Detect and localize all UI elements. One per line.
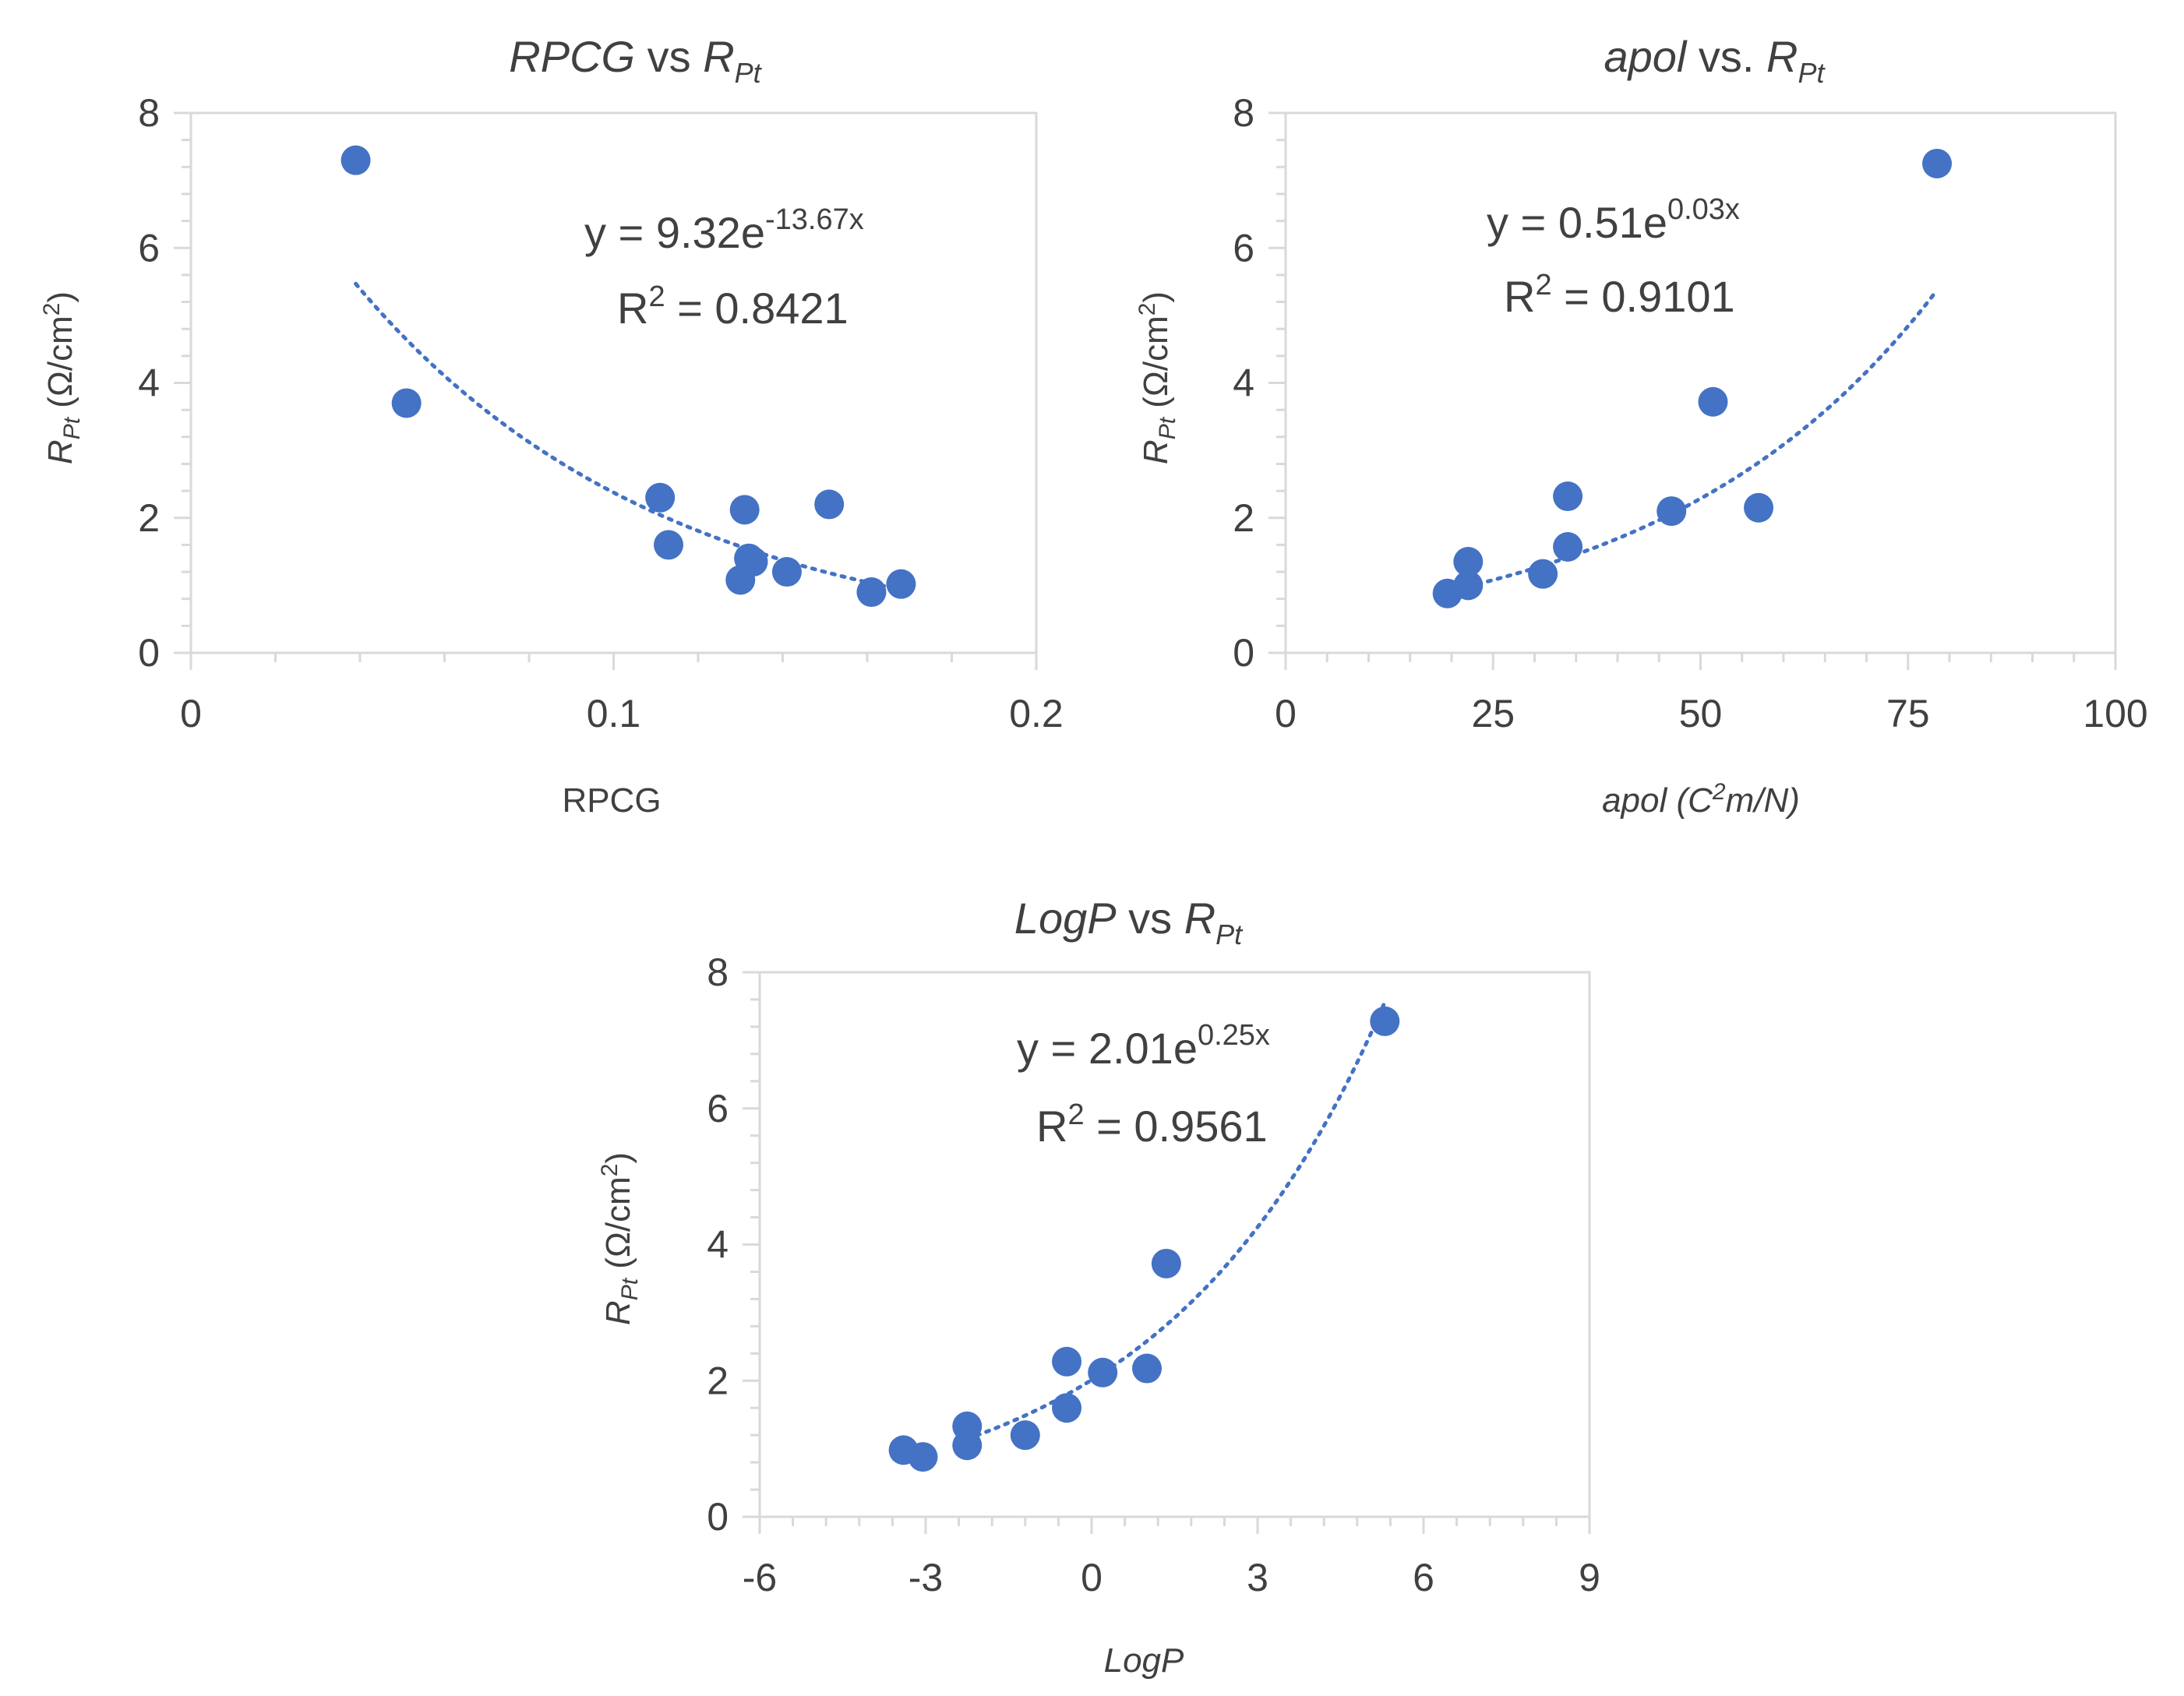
chart-apol-x-tick-label: 25 [1471, 692, 1515, 735]
chart-logp-x-tick-label: 6 [1413, 1556, 1434, 1599]
chart-logp-trendline [965, 1000, 1387, 1441]
chart-apol-y-tick-label: 2 [1233, 496, 1254, 540]
chart-logp-y-label: RPt (Ω/cm2) [597, 1152, 643, 1325]
chart-apol-data-point [1453, 570, 1484, 601]
chart-rpcg-data-point [738, 547, 768, 577]
chart-apol-y-tick-label: 8 [1233, 91, 1254, 135]
chart-logp-data-point [1370, 1006, 1400, 1036]
chart-apol-x-tick-label: 50 [1679, 692, 1723, 735]
chart-apol-data-point [1698, 386, 1728, 417]
chart-apol-y-tick-label: 6 [1233, 226, 1254, 270]
chart-apol-equation: y = 0.51e0.03x [1487, 193, 1740, 247]
chart-apol-data-point [1744, 492, 1774, 523]
chart-rpcg-r-squared: R2 = 0.8421 [617, 280, 849, 333]
chart-rpcg-y-tick-label: 0 [138, 631, 160, 675]
chart-logp-x-tick-label: -3 [909, 1556, 943, 1599]
chart-logp-r-squared: R2 = 0.9561 [1036, 1098, 1268, 1151]
chart-logp-y-tick-label: 2 [707, 1359, 729, 1402]
chart-logp-data-point [1010, 1420, 1040, 1451]
chart-logp-y-tick-label: 8 [707, 950, 729, 994]
chart-logp-data-point [1151, 1248, 1181, 1278]
chart-rpcg-equation: y = 9.32e-13.67x [584, 203, 864, 257]
chart-logp-data-point [1052, 1393, 1082, 1423]
chart-apol-x-label: apol (C2m/N) [1602, 779, 1800, 820]
chart-apol-data-point [1553, 531, 1583, 562]
chart-rpcg-data-point [729, 495, 760, 525]
chart-logp-x-label: LogP [1104, 1641, 1184, 1680]
chart-rpcg-x-label: RPCG [562, 781, 661, 820]
chart-rpcg-data-point [340, 145, 371, 175]
chart-rpcg-x-tick-label: 0.1 [587, 692, 641, 735]
chart-logp-data-point [952, 1430, 983, 1461]
chart-logp: LogP vs RPt 0 2 4 6 8 -6 -3 0 3 6 9 y = 2.01e0.25x… [597, 894, 1600, 1680]
chart-apol-y-label: RPt (Ω/cm2) [1134, 291, 1180, 464]
chart-rpcg-y-tick-label: 2 [138, 496, 160, 540]
chart-rpcg-title: RPCG vs RPt [509, 32, 762, 89]
chart-apol-trendline [1466, 287, 1939, 588]
chart-logp-data-point [1132, 1353, 1162, 1384]
chart-rpcg-x-tick-label: 0 [180, 692, 202, 735]
chart-apol: apol vs. RPt 0 2 4 6 8 0 25 50 75 100 y = 0.51e0.… [1134, 32, 2148, 820]
chart-rpcg-data-point [771, 557, 802, 587]
chart-rpcg-y-label: RPt (Ω/cm2) [39, 291, 85, 464]
chart-logp-y-tick-label: 0 [707, 1495, 729, 1539]
chart-logp-y-tick-label: 4 [707, 1223, 729, 1267]
chart-apol-title: apol vs. RPt [1604, 32, 1826, 89]
chart-logp-equation: y = 2.01e0.25x [1017, 1019, 1270, 1073]
chart-rpcg: RPCG vs RPt 0 2 4 6 8 0 0.1 0.2 y = 9.32e-13.67… [39, 32, 1064, 820]
chart-rpcg-data-point [814, 489, 845, 520]
chart-rpcg-x-tick-label: 0.2 [1009, 692, 1064, 735]
chart-apol-data-point [1922, 148, 1953, 178]
chart-logp-data-point [1088, 1357, 1118, 1387]
chart-rpcg-y-tick-label: 6 [138, 226, 160, 270]
chart-logp-y-tick-label: 6 [707, 1087, 729, 1130]
chart-logp-x-tick-label: 3 [1247, 1556, 1268, 1599]
chart-apol-x-tick-label: 75 [1886, 692, 1930, 735]
chart-apol-data-point [1528, 559, 1558, 589]
chart-apol-r-squared: R2 = 0.9101 [1504, 269, 1735, 321]
chart-apol-y-tick-label: 4 [1233, 361, 1254, 405]
chart-rpcg-data-point [654, 530, 684, 560]
chart-rpcg-y-tick-label: 4 [138, 361, 160, 405]
chart-logp-data-point [908, 1442, 938, 1472]
chart-logp-x-tick-label: -6 [743, 1556, 777, 1599]
chart-rpcg-data-point [391, 388, 422, 418]
chart-apol-x-tick-label: 100 [2083, 692, 2147, 735]
chart-logp-data-point [1052, 1346, 1082, 1377]
chart-rpcg-data-point [645, 482, 676, 513]
chart-apol-data-point [1657, 496, 1687, 527]
chart-apol-y-tick-label: 0 [1233, 631, 1254, 675]
chart-rpcg-data-point [856, 577, 887, 608]
chart-apol-data-point [1553, 481, 1583, 512]
chart-apol-x-tick-label: 0 [1275, 692, 1297, 735]
chart-apol-data-point [1453, 547, 1484, 577]
chart-logp-title: LogP vs RPt [1014, 894, 1244, 950]
chart-rpcg-data-point [886, 569, 916, 599]
chart-logp-x-tick-label: 0 [1081, 1556, 1103, 1599]
chart-rpcg-y-tick-label: 8 [138, 91, 160, 135]
chart-logp-x-tick-label: 9 [1579, 1556, 1600, 1599]
chart-rpcg-trendline [354, 281, 903, 592]
